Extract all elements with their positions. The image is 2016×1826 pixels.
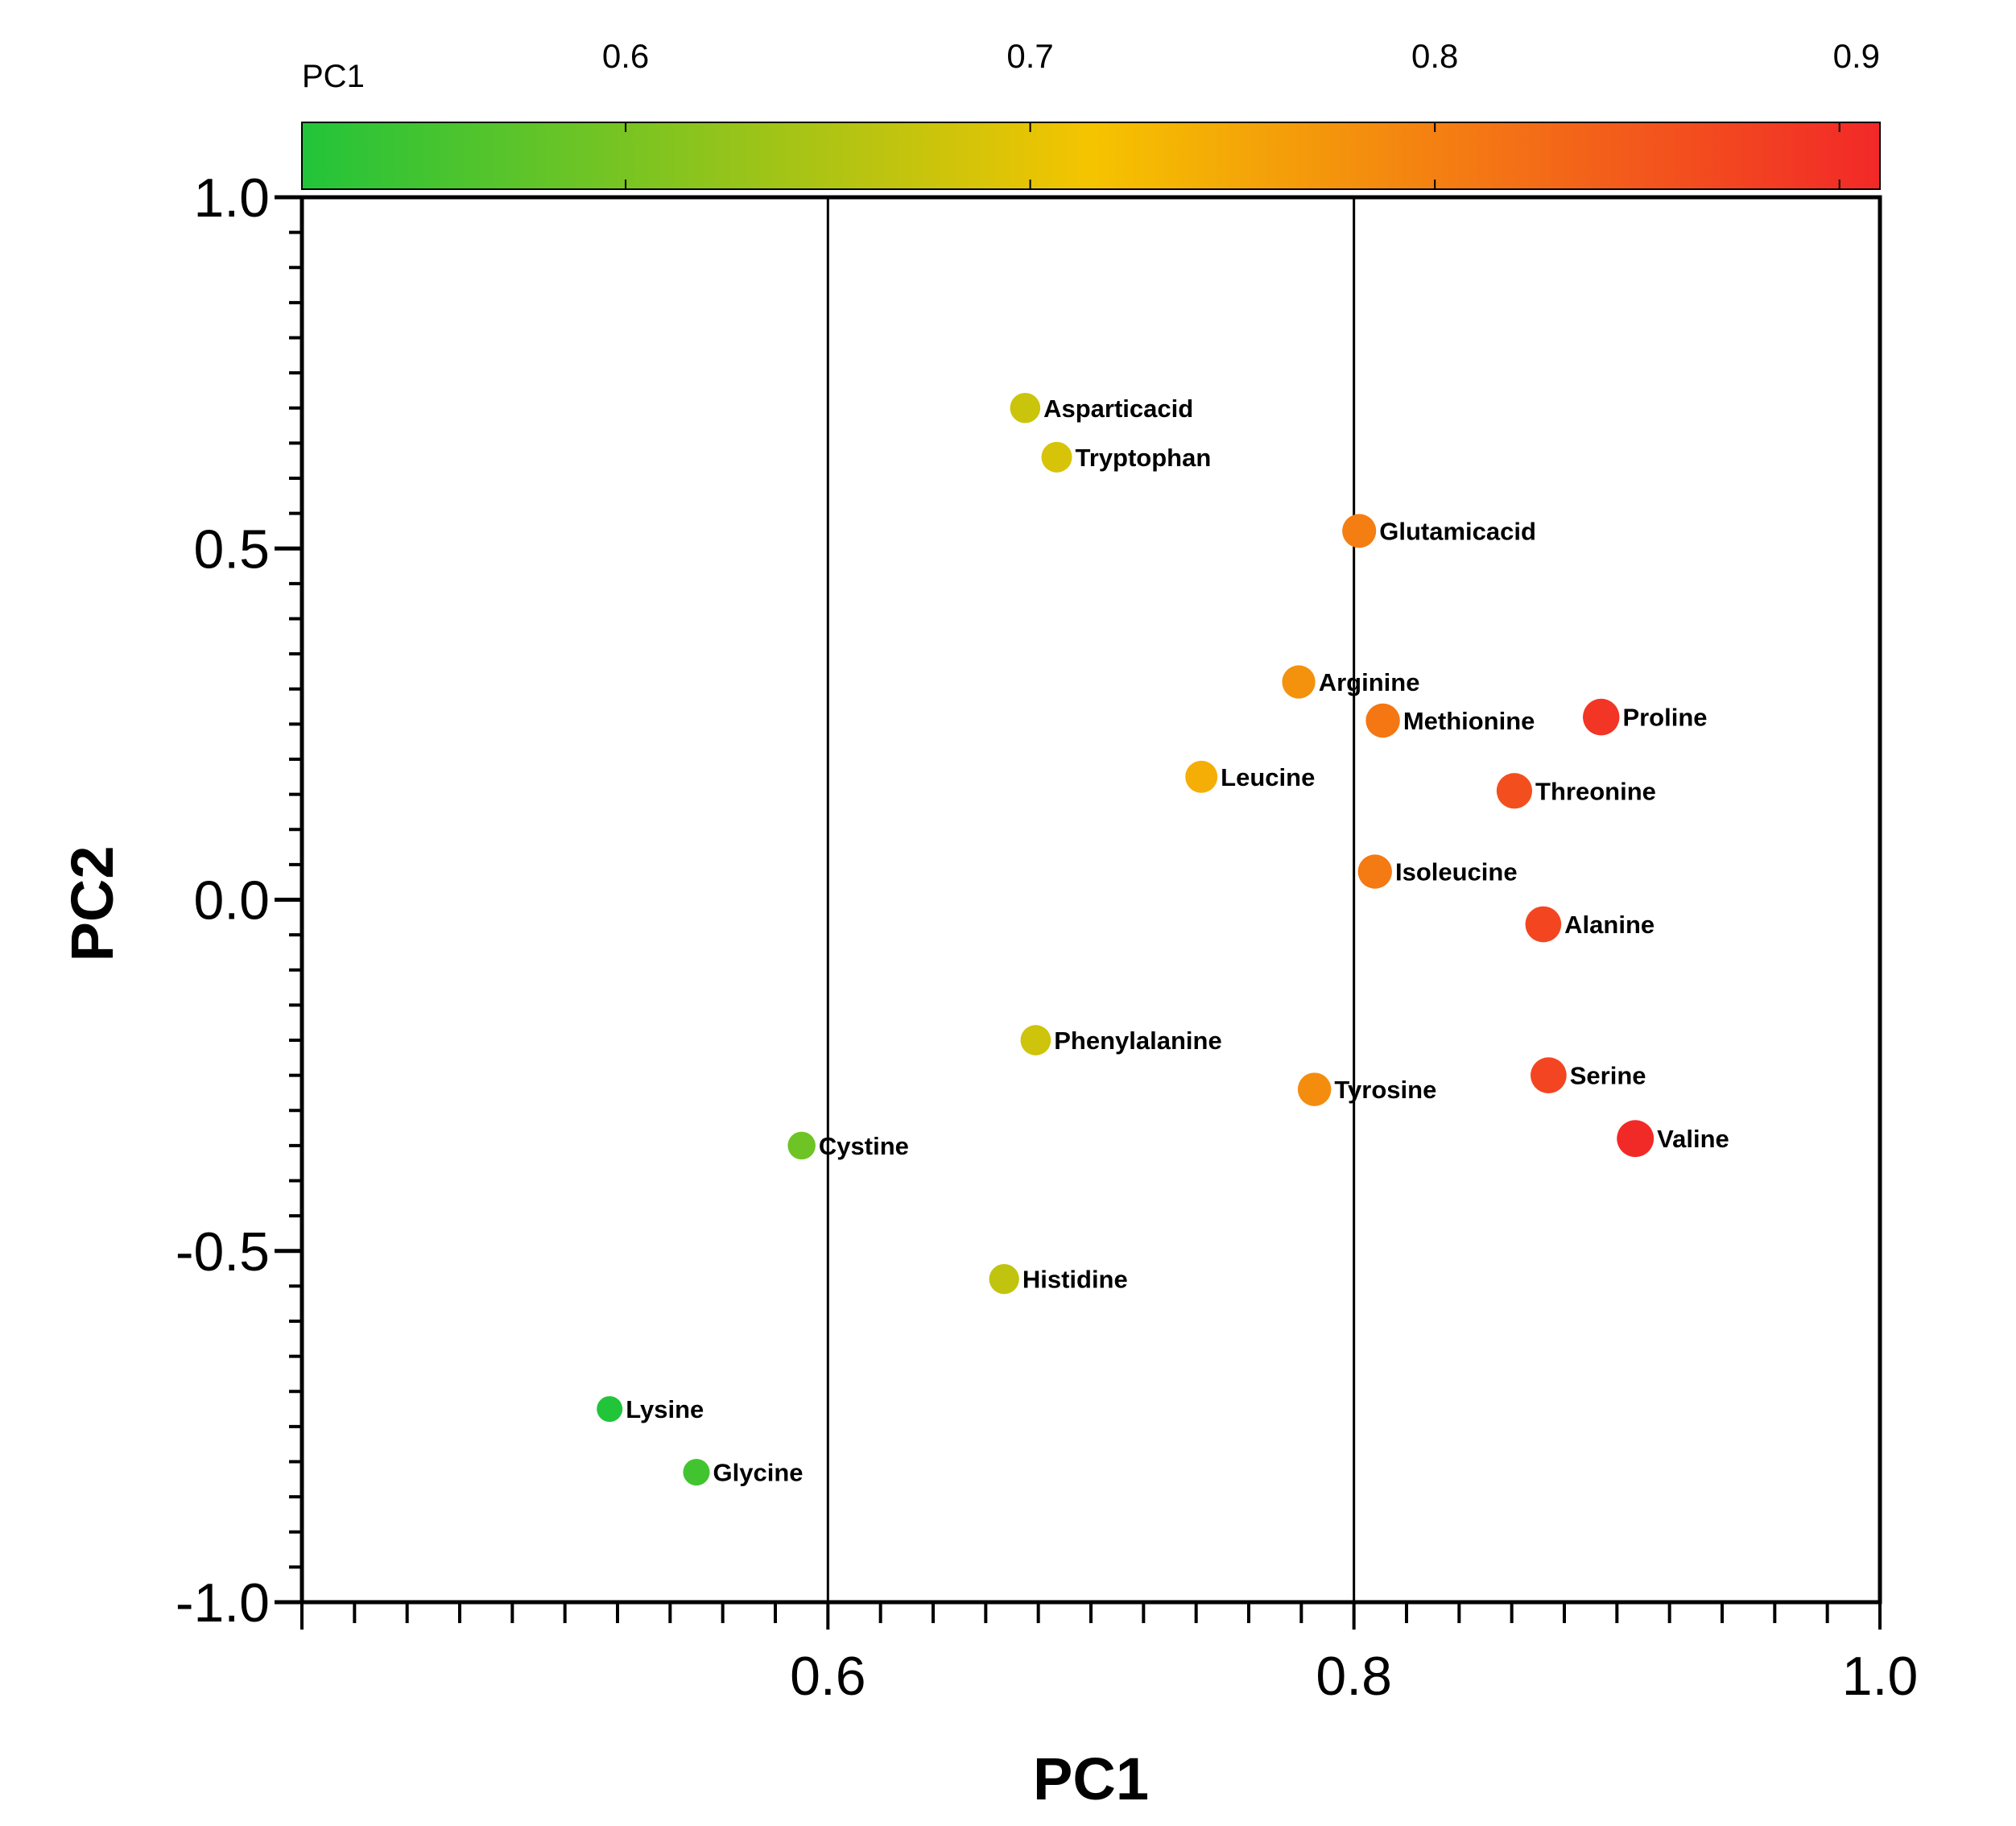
data-point <box>1365 703 1400 738</box>
data-point <box>1357 854 1392 889</box>
y-tick-label: -0.5 <box>176 1221 270 1283</box>
data-point-label: Tyrosine <box>1334 1076 1436 1104</box>
data-point-label: Cystine <box>819 1132 909 1160</box>
data-point-label: Proline <box>1622 704 1707 732</box>
colorbar-tick-label: 0.9 <box>1833 37 1880 75</box>
data-point <box>989 1264 1019 1295</box>
data-point <box>1010 392 1041 423</box>
data-point-label: Valine <box>1657 1125 1729 1153</box>
y-tick-label: 0.5 <box>193 518 270 580</box>
colorbar-label: PC1 <box>302 59 365 94</box>
data-point <box>683 1459 710 1486</box>
data-point <box>1525 906 1562 943</box>
data-point-label: Lysine <box>626 1395 704 1423</box>
data-points: Asparticacid Tryptophan Glutamicacid Argini… <box>597 392 1729 1487</box>
data-point <box>1282 665 1316 699</box>
data-point-label: Alanine <box>1564 911 1655 939</box>
x-tick-label: 1.0 <box>1842 1646 1919 1707</box>
x-tick-label: 0.6 <box>790 1646 866 1707</box>
axes: 0.6 0.8 1.0 1.0 0.5 0.0 -0.5 -1.0 PC1 PC2 <box>59 167 1918 1812</box>
x-tick-label: 0.8 <box>1316 1646 1392 1707</box>
data-point <box>597 1396 623 1423</box>
data-point-label: Glycine <box>713 1459 804 1487</box>
data-point-label: Phenylalanine <box>1054 1027 1221 1055</box>
data-point <box>1617 1120 1655 1158</box>
colorbar: PC1 0.6 0.7 0.8 0.9 <box>301 37 1881 190</box>
data-point <box>1297 1072 1332 1106</box>
colorbar-tick-label: 0.6 <box>602 37 649 75</box>
data-point-label: Isoleucine <box>1395 858 1518 886</box>
y-tick-label: -1.0 <box>176 1572 270 1634</box>
data-point-label: Asparticacid <box>1043 395 1193 423</box>
data-point <box>1342 514 1377 548</box>
data-point-label: Histidine <box>1022 1266 1128 1294</box>
y-axis-title: PC2 <box>59 846 126 962</box>
data-point <box>1185 760 1218 793</box>
data-point <box>787 1131 816 1160</box>
data-point-label: Serine <box>1570 1062 1646 1090</box>
data-point-label: Threonine <box>1535 777 1656 805</box>
data-point-label: Arginine <box>1319 668 1420 696</box>
data-point <box>1041 441 1072 473</box>
x-axis-title: PC1 <box>1033 1745 1149 1812</box>
data-point-label: Leucine <box>1221 763 1315 791</box>
data-point <box>1496 773 1533 809</box>
data-point <box>1020 1025 1051 1056</box>
y-tick-label: 0.0 <box>193 870 270 932</box>
data-point-label: Methionine <box>1403 707 1535 735</box>
colorbar-gradient <box>301 122 1881 190</box>
data-point-label: Tryptophan <box>1076 444 1212 472</box>
y-tick-label: 1.0 <box>193 167 270 229</box>
colorbar-tick-label: 0.7 <box>1006 37 1053 75</box>
data-point <box>1583 698 1620 736</box>
colorbar-tick-label: 0.8 <box>1411 37 1458 75</box>
data-point-label: Glutamicacid <box>1379 517 1536 545</box>
data-point <box>1531 1057 1567 1093</box>
